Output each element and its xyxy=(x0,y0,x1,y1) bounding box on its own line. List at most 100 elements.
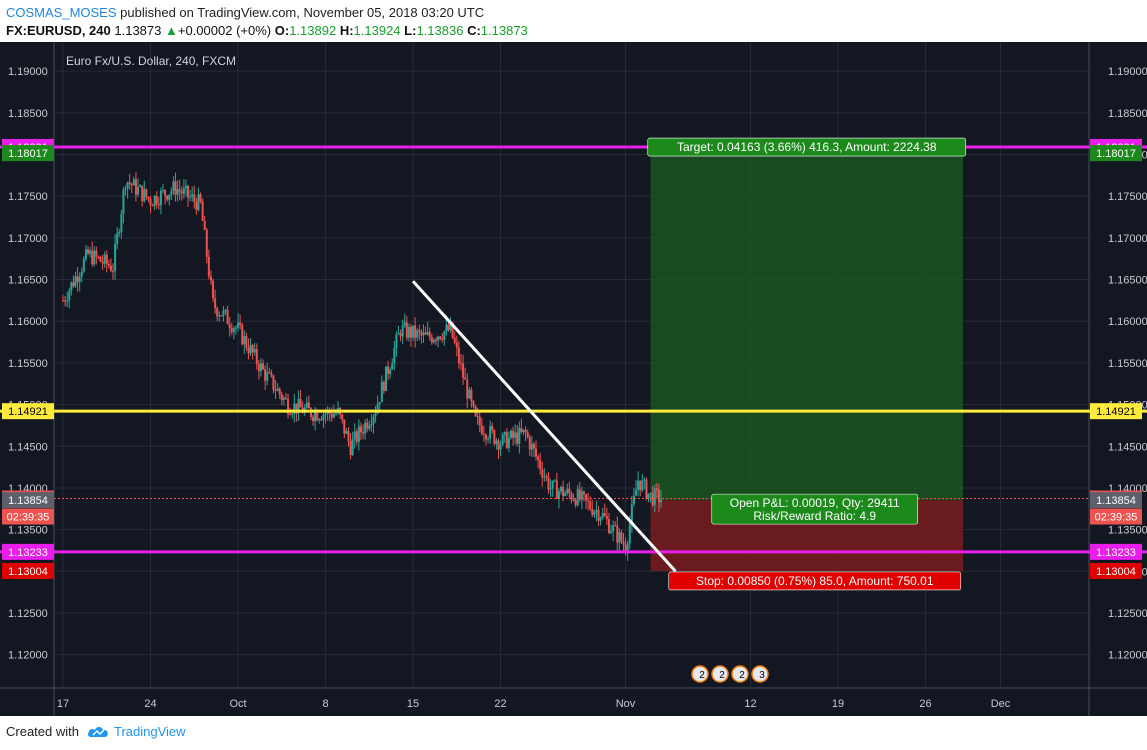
candle-body xyxy=(660,499,663,503)
candle-body xyxy=(595,510,598,512)
candle-body xyxy=(578,489,581,500)
candle-body xyxy=(147,197,150,199)
price-label-right-bg xyxy=(1090,508,1142,525)
candle-body xyxy=(441,338,444,340)
candle-body xyxy=(355,431,358,442)
candle-body xyxy=(635,489,638,496)
candle-body xyxy=(359,426,362,433)
x-tick-label: Oct xyxy=(229,698,246,710)
publish-info: COSMAS_MOSES published on TradingView.co… xyxy=(6,4,484,22)
candle-body xyxy=(278,388,281,395)
candle-body xyxy=(626,543,629,553)
candle-body xyxy=(651,492,654,505)
candle-body xyxy=(628,523,631,544)
candle-body xyxy=(141,185,144,202)
y-tick-label-left: 1.13500 xyxy=(8,525,48,537)
high-label: H: xyxy=(339,23,354,38)
candle-body xyxy=(455,342,458,348)
author-link[interactable]: COSMAS_MOSES xyxy=(6,5,117,20)
y-tick-label-left: 1.18500 xyxy=(8,108,48,120)
candle-body xyxy=(178,189,181,192)
candle-body xyxy=(472,401,475,407)
candle-body xyxy=(209,276,212,281)
candle-body xyxy=(297,399,300,414)
candle-body xyxy=(499,444,502,450)
candle-body xyxy=(366,422,369,429)
candle-body xyxy=(239,322,242,325)
candle-body xyxy=(289,413,292,415)
candle-body xyxy=(482,433,485,435)
y-tick-label-left: 1.19000 xyxy=(8,66,48,78)
candle-body xyxy=(464,377,467,380)
low-value: 1.13836 xyxy=(416,23,464,38)
price-label-right: 1.13004 xyxy=(1096,566,1136,578)
candle-body xyxy=(409,326,412,338)
price-label-right-bg xyxy=(1090,543,1142,560)
candle-body xyxy=(130,183,133,186)
event-count: 2 xyxy=(699,670,705,681)
price-label-left: 02:39:35 xyxy=(7,512,50,524)
candle-body xyxy=(528,437,531,450)
price-label-left: 1.18017 xyxy=(8,148,48,160)
candle-body xyxy=(187,185,190,198)
candle-body xyxy=(551,480,554,489)
price-label-right-bg xyxy=(1090,145,1142,162)
candle-body xyxy=(612,525,615,532)
candle-body xyxy=(564,493,567,497)
chart-pane[interactable]: 1.190001.190001.185001.185001.180001.180… xyxy=(0,42,1147,716)
candle-body xyxy=(649,492,652,494)
candle-body xyxy=(341,414,344,420)
candle-body xyxy=(641,480,644,491)
price-chart[interactable]: 1.190001.190001.185001.185001.180001.180… xyxy=(0,42,1147,716)
candle-body xyxy=(510,430,513,438)
candle-body xyxy=(532,443,535,449)
candle-body xyxy=(176,189,179,195)
candle-body xyxy=(191,194,194,197)
candle-body xyxy=(412,325,415,338)
stop-label: Stop: 0.00850 (0.75%) 85.0, Amount: 750.… xyxy=(696,574,934,588)
candle-body xyxy=(655,488,658,490)
candle-body xyxy=(124,188,127,190)
price-label-left-bg xyxy=(2,492,54,509)
x-tick-label: 24 xyxy=(144,698,156,710)
tradingview-logo[interactable]: TradingView xyxy=(87,724,186,739)
candle-body xyxy=(618,532,621,543)
symbol-label: FX:EURUSD, 240 xyxy=(6,23,111,38)
candle-body xyxy=(76,276,79,282)
candle-body xyxy=(593,511,596,515)
candle-body xyxy=(255,348,258,364)
candle-body xyxy=(207,256,210,277)
x-tick-label: 22 xyxy=(494,698,506,710)
candle-body xyxy=(562,486,565,497)
candle-body xyxy=(610,531,613,533)
candle-body xyxy=(443,331,446,340)
candle-body xyxy=(109,265,112,271)
candle-body xyxy=(466,379,469,399)
candle-body xyxy=(632,495,635,505)
candle-body xyxy=(480,425,483,434)
candle-body xyxy=(82,259,85,272)
x-tick-label: 12 xyxy=(744,698,756,710)
candle-body xyxy=(485,435,488,440)
candle-body xyxy=(518,427,521,444)
low-label: L: xyxy=(404,23,417,38)
candle-body xyxy=(214,298,217,309)
candle-body xyxy=(272,375,275,390)
candle-body xyxy=(426,331,429,335)
target-zone xyxy=(650,153,963,501)
tradingview-cloud-icon xyxy=(87,726,108,737)
candle-body xyxy=(291,413,294,415)
candle-body xyxy=(512,430,515,438)
price-label-left: 1.13004 xyxy=(8,566,48,578)
candle-body xyxy=(132,179,135,186)
up-triangle-icon: ▲ xyxy=(165,23,178,38)
candle-body xyxy=(247,347,250,354)
candle-body xyxy=(97,256,100,258)
candle-body xyxy=(447,324,450,331)
candle-body xyxy=(205,229,208,257)
candle-body xyxy=(174,181,177,195)
candle-body xyxy=(153,196,156,206)
candle-body xyxy=(582,491,585,495)
candle-body xyxy=(307,402,310,409)
candle-body xyxy=(143,189,146,202)
